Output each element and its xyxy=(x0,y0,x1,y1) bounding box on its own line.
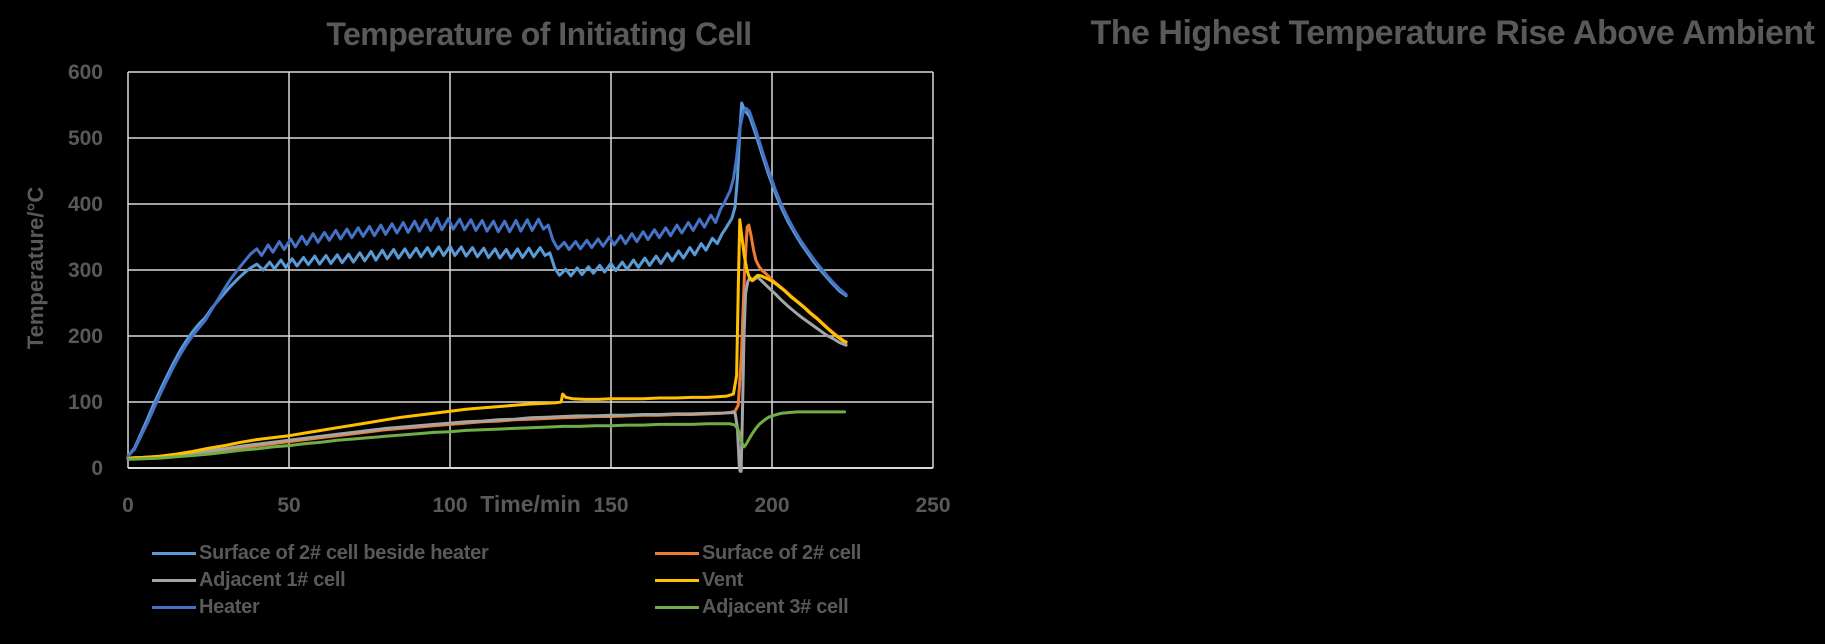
legend-label: Surface of 2# cell xyxy=(702,542,862,564)
x-tick-label: 250 xyxy=(915,494,950,517)
right-chart-title: The Highest Temperature Rise Above Ambie… xyxy=(1090,14,1816,52)
legend-label: Surface of 2# cell beside heater xyxy=(199,542,489,564)
legend-item-vent: Vent xyxy=(655,567,892,594)
legend-label: Vent xyxy=(702,569,744,591)
y-tick-label: 300 xyxy=(68,259,103,282)
legend-item-surface-2-cell: Surface of 2# cell xyxy=(655,540,892,567)
legend-item-heater: Heater xyxy=(152,594,655,621)
x-tick-label: 100 xyxy=(432,494,467,517)
series-line-heater xyxy=(126,106,848,458)
line-swatch-gray xyxy=(152,578,196,583)
left-chart-title: Temperature of Initiating Cell xyxy=(326,16,752,52)
chart-legend: Surface of 2# cell beside heater Surface… xyxy=(152,540,892,621)
line-swatch-orange xyxy=(655,551,699,556)
legend-item-adjacent-1-cell: Adjacent 1# cell xyxy=(152,567,655,594)
x-tick-label: 200 xyxy=(754,494,789,517)
series-line-adjacent-3-cell xyxy=(126,410,846,461)
x-axis-title: Time/min xyxy=(480,491,581,517)
line-swatch-dark-blue xyxy=(152,605,196,610)
temperature-line-chart: 0 50 100 150 200 250 0 100 200 300 400 500 600 Time/m… xyxy=(68,61,951,517)
legend-label: Adjacent 1# cell xyxy=(199,569,346,591)
x-tick-label: 50 xyxy=(277,494,300,517)
legend-label: Heater xyxy=(199,596,260,618)
series-line-surface-of-2-cell-beside-heater xyxy=(126,101,848,458)
y-tick-label: 0 xyxy=(91,457,103,480)
y-tick-label: 500 xyxy=(68,127,103,150)
y-tick-label: 400 xyxy=(68,193,103,216)
y-tick-label: 600 xyxy=(68,61,103,84)
y-tick-label: 100 xyxy=(68,391,103,414)
line-swatch-green xyxy=(655,605,699,610)
legend-item-adjacent-3-cell: Adjacent 3# cell xyxy=(655,594,892,621)
x-tick-label: 150 xyxy=(593,494,628,517)
series-line-vent xyxy=(126,218,848,460)
line-swatch-yellow xyxy=(655,578,699,583)
y-tick-label: 200 xyxy=(68,325,103,348)
legend-label: Adjacent 3# cell xyxy=(702,596,849,618)
series-line-adjacent-1-cell xyxy=(126,275,848,473)
legend-item-surface-2-beside-heater: Surface of 2# cell beside heater xyxy=(152,540,655,567)
line-swatch-light-blue xyxy=(152,551,196,556)
x-tick-label: 0 xyxy=(122,494,134,517)
